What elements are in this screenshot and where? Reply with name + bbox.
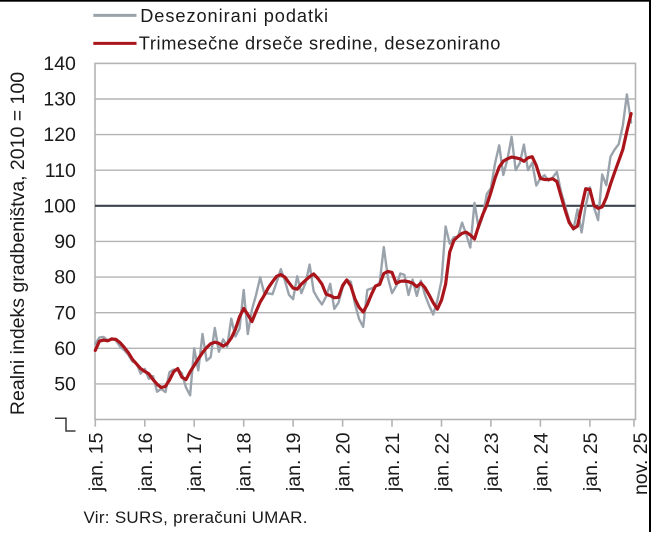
svg-text:jan. 21: jan. 21 [382,433,404,493]
svg-text:90: 90 [54,231,76,253]
svg-text:60: 60 [54,338,76,360]
svg-text:jan. 24: jan. 24 [530,432,552,492]
svg-text:Trimesečne drseče sredine, des: Trimesečne drseče sredine, desezonirano [139,33,501,53]
svg-text:jan. 19: jan. 19 [283,433,305,493]
svg-text:140: 140 [43,53,76,75]
svg-text:jan. 23: jan. 23 [481,433,503,493]
svg-text:jan. 18: jan. 18 [234,433,256,493]
svg-text:jan. 16: jan. 16 [135,433,157,493]
svg-text:jan. 15: jan. 15 [85,432,107,492]
svg-text:Desezonirani podatki: Desezonirani podatki [140,6,329,26]
svg-text:jan. 22: jan. 22 [432,433,454,493]
svg-text:50: 50 [54,374,76,396]
svg-text:80: 80 [54,267,76,289]
svg-text:110: 110 [45,160,76,182]
svg-text:Vir: SURS, preračuni UMAR.: Vir: SURS, preračuni UMAR. [84,508,308,527]
svg-text:nov. 25: nov. 25 [630,432,651,495]
svg-text:130: 130 [43,89,76,111]
svg-text:Realni indeks gradbeništva, 20: Realni indeks gradbeništva, 2010 = 100 [7,72,29,415]
svg-text:jan. 20: jan. 20 [333,432,355,492]
svg-text:jan. 25: jan. 25 [580,432,602,492]
svg-text:jan. 17: jan. 17 [184,433,206,493]
svg-text:70: 70 [54,302,76,324]
svg-text:100: 100 [43,195,76,217]
svg-text:120: 120 [43,124,76,146]
